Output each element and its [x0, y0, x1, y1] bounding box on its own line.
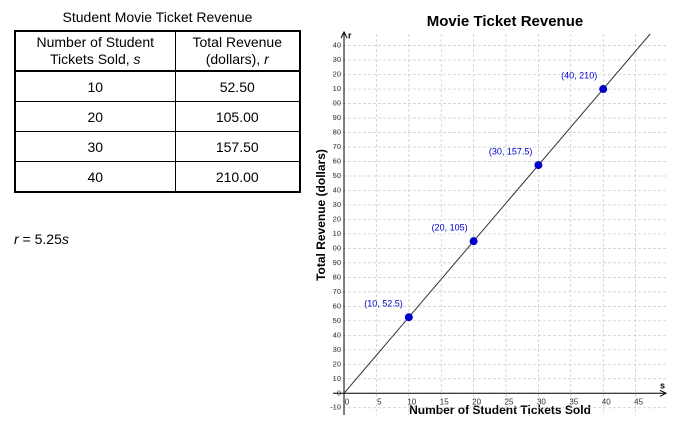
y-tick-label: 50 [333, 316, 341, 325]
y-tick-label: 90 [333, 258, 341, 267]
y-tick-label: 0 [337, 388, 341, 397]
point-label: (30, 157.5) [489, 146, 533, 156]
y-axis-label: Total Revenue (dollars) [314, 149, 328, 281]
y-tick-label: 40 [333, 185, 341, 194]
y-tick-label: 70 [333, 287, 341, 296]
cell: 210.00 [174, 161, 301, 193]
cell: 52.50 [174, 70, 301, 102]
x-tick-label: 20 [472, 397, 481, 406]
y-tick-label: 40 [333, 330, 341, 339]
x-tick-label: 45 [634, 397, 643, 406]
cell: 20 [14, 101, 176, 132]
x-tick-label: 40 [602, 397, 611, 406]
x-tick-label: 10 [407, 397, 416, 406]
x-tick-label: 30 [537, 397, 546, 406]
y-tick-label: 00 [333, 99, 341, 108]
x-tick-label: 25 [505, 397, 514, 406]
header-var: s [133, 51, 141, 67]
y-tick-label: -10 [330, 403, 341, 412]
y-axis-arrow [340, 30, 348, 39]
point [599, 85, 608, 94]
x-axis-name: s [660, 381, 665, 391]
header-cell: Number of Student Tickets Sold, s [14, 30, 176, 72]
y-tick-label: 20 [333, 359, 341, 368]
y-axis-name: r [348, 30, 352, 40]
y-tick-label: 30 [333, 55, 341, 64]
y-tick-label: 60 [333, 301, 341, 310]
y-tick-label: 20 [333, 70, 341, 79]
point [404, 313, 413, 322]
x-axis-arrow [659, 389, 668, 397]
y-tick-label: 70 [333, 142, 341, 151]
x-tick-label: 15 [440, 397, 449, 406]
y-tick-label: 90 [333, 113, 341, 122]
table-title: Student Movie Ticket Revenue [62, 9, 253, 25]
table: Number of Student Tickets Sold, s Total … [14, 30, 301, 193]
cell: 157.50 [174, 131, 301, 162]
y-tick-label: 50 [333, 171, 341, 180]
row: 10 52.50 [14, 70, 301, 102]
y-tick-label: 10 [333, 84, 341, 93]
x-tick-label: 5 [377, 397, 382, 406]
eq-var: r [14, 231, 19, 247]
y-tick-label: 80 [333, 127, 341, 136]
point-label: (20, 105) [432, 223, 468, 233]
row: 30 157.50 [14, 131, 301, 162]
x-axis-label: Number of Student Tickets Sold [409, 403, 591, 417]
y-tick-label: 30 [333, 200, 341, 209]
point [534, 161, 543, 170]
y-tick-label: 20 [333, 214, 341, 223]
header-row: Number of Student Tickets Sold, s Total … [14, 30, 301, 72]
cell: 40 [14, 161, 176, 193]
chart-title: Movie Ticket Revenue [427, 13, 583, 30]
point-label: (40, 210) [561, 70, 597, 80]
header-cell: Total Revenue (dollars), r [174, 30, 301, 72]
y-tick-label: 80 [333, 272, 341, 281]
fit-line [343, 33, 651, 394]
y-tick-label: 60 [333, 156, 341, 165]
header-text: Total Revenue (dollars), [192, 34, 283, 67]
y-tick-label: 00 [333, 243, 341, 252]
row: 40 210.00 [14, 161, 301, 193]
y-tick-label: 10 [333, 374, 341, 383]
y-tick-label: 40 [333, 41, 341, 50]
y-tick-label: 30 [333, 345, 341, 354]
point-label: (10, 52.5) [364, 299, 403, 309]
x-tick-label: 0 [345, 397, 350, 406]
header-text: Number of Student Tickets Sold, [36, 34, 155, 67]
x-tick-label: 35 [569, 397, 578, 406]
eq-var: s [61, 231, 69, 247]
y-tick-label: 10 [333, 229, 341, 238]
point [469, 237, 478, 246]
eq-text: = 5.25 [18, 231, 62, 247]
cell: 10 [14, 70, 176, 102]
header-var: r [264, 51, 269, 67]
equation: r = 5.25s [14, 231, 69, 247]
cell: 30 [14, 131, 176, 162]
